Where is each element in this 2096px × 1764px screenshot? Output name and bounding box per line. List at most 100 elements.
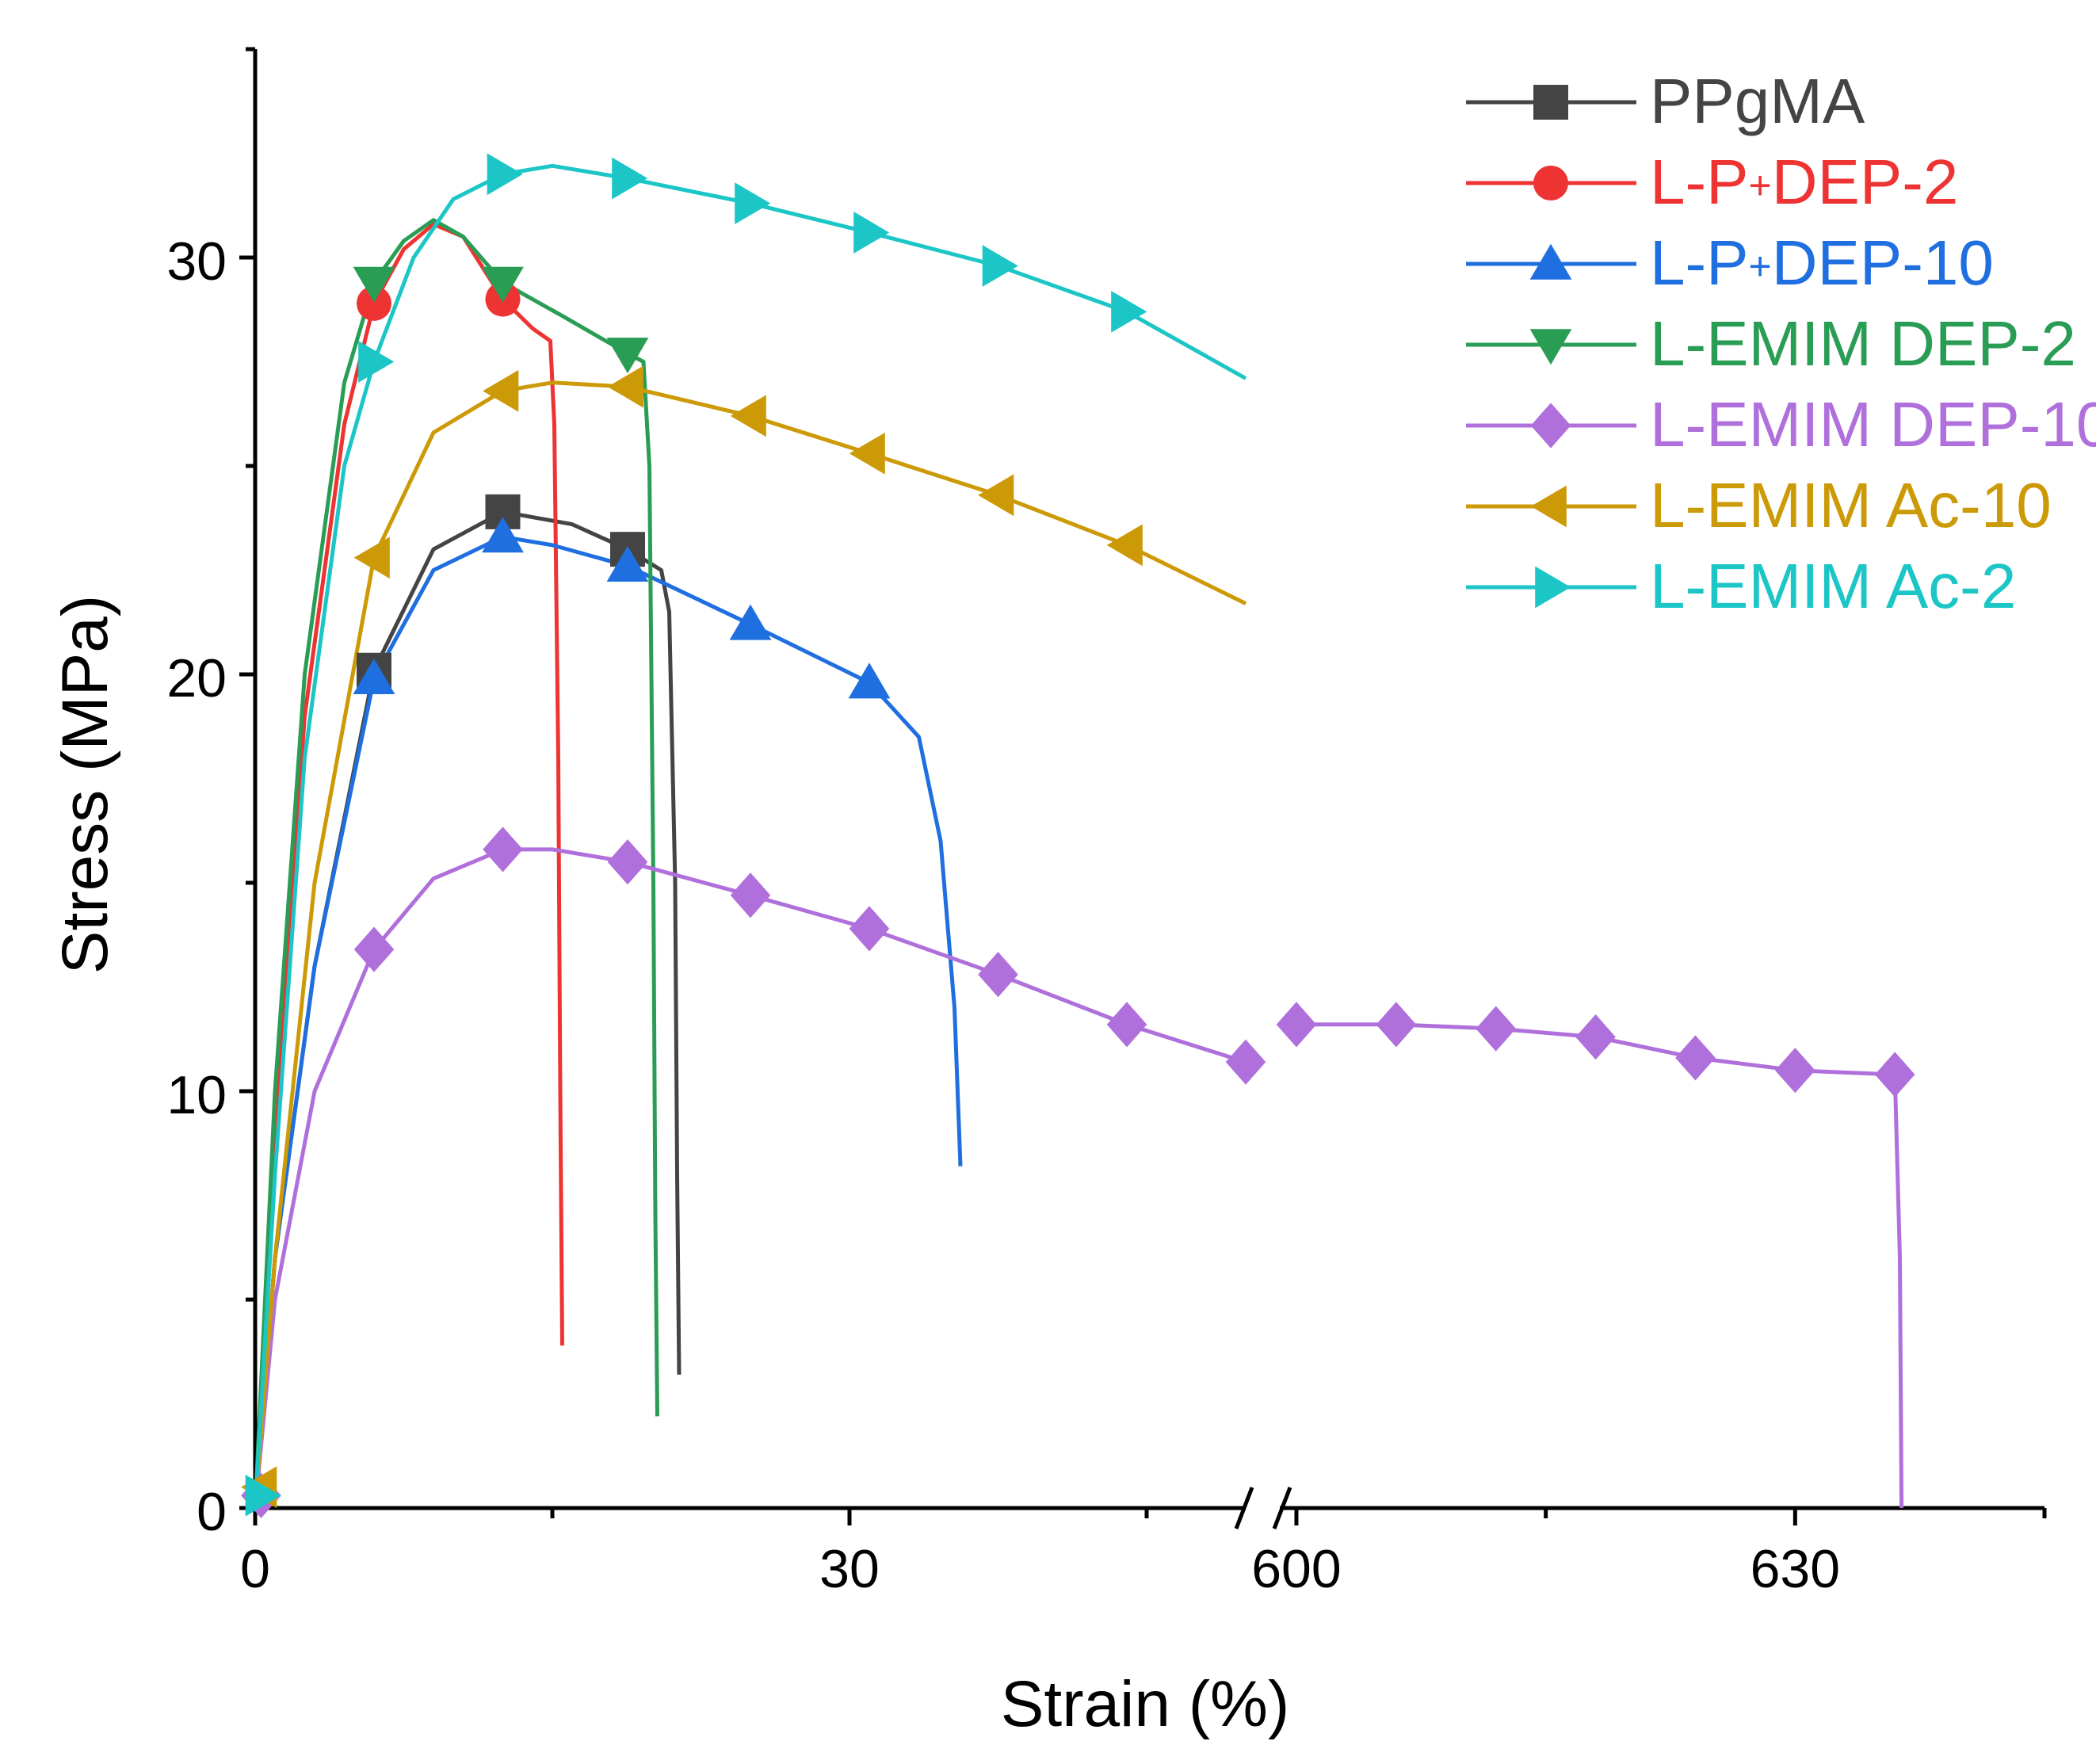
data-point-l-p-dep-10 <box>353 658 395 695</box>
data-point-l-emim-ac-2 <box>982 245 1018 287</box>
legend-label: L-EMIM Ac-2 <box>1650 547 2016 626</box>
x-tick-label: 600 <box>1251 1539 1341 1599</box>
legend-item: L-P+DEP-2 <box>1466 143 2084 223</box>
data-point-l-emim-ac-2 <box>853 212 890 254</box>
legend-label-tail: DEP-2 <box>1771 147 1959 217</box>
x-axis-label: Strain (%) <box>1001 1668 1290 1740</box>
data-point-l-p-dep-10 <box>482 517 524 553</box>
data-point-l-emim-ac-2 <box>1111 290 1147 333</box>
legend-item: PPgMA <box>1466 62 2084 143</box>
data-point-l-emim-dep-2 <box>606 338 649 374</box>
legend-label-sup: + <box>1748 244 1772 288</box>
data-point-l-emim-dep-10 <box>1675 1035 1716 1081</box>
series-line-l-emim-dep-10 <box>1296 1022 1904 1509</box>
data-point-l-emim-dep-2 <box>482 266 524 303</box>
data-point-l-emim-dep-10 <box>483 827 523 872</box>
legend-label: L-P+DEP-10 <box>1650 223 1994 303</box>
legend-label-main: L-P <box>1650 227 1749 298</box>
legend-marker <box>1530 485 1567 528</box>
data-point-l-emim-ac-2 <box>735 182 771 225</box>
legend-label-main: L-EMIM DEP-2 <box>1650 308 2076 379</box>
legend-label: L-EMIM Ac-10 <box>1650 466 2052 545</box>
data-point-l-emim-ac-2 <box>487 153 523 196</box>
data-point-l-emim-dep-10 <box>1775 1048 1815 1094</box>
legend-label-main: L-P <box>1650 147 1749 217</box>
legend-marker <box>1529 243 1572 280</box>
series-line-l-p-dep-2 <box>253 222 564 1509</box>
legend-item: L-EMIM Ac-10 <box>1466 466 2084 547</box>
legend-label-main: PPgMA <box>1650 66 1865 136</box>
legend-item: L-EMIM DEP-10 <box>1466 385 2096 466</box>
legend-marker <box>1533 85 1568 120</box>
series-line-l-p-dep-10 <box>253 534 963 1509</box>
legend-symbol <box>1466 85 1636 120</box>
data-point-l-emim-ac-10 <box>730 395 766 437</box>
legend-item: L-EMIM DEP-2 <box>1466 304 2084 385</box>
data-point-l-emim-ac-10 <box>978 474 1014 517</box>
data-point-l-emim-dep-10 <box>1276 1002 1317 1048</box>
legend-label: PPgMA <box>1650 62 1865 141</box>
series-line-l-emim-ac-2 <box>253 163 1247 1509</box>
legend-label-main: L-EMIM Ac-10 <box>1650 470 2052 540</box>
series-line-l-emim-dep-2 <box>253 218 659 1509</box>
legend: PPgMA L-P+DEP-2 L-P+DEP-10 L-EMIM DEP-2 L-EM… <box>1466 62 2096 628</box>
legend-marker <box>1535 566 1571 609</box>
legend-symbol <box>1466 566 1636 609</box>
y-axis-label: Stress (MPa) <box>49 595 121 974</box>
series-line-l-emim-ac-10 <box>253 380 1247 1509</box>
data-point-l-emim-dep-10 <box>1106 1002 1147 1048</box>
data-point-l-emim-ac-10 <box>849 432 885 475</box>
data-point-l-emim-dep-10 <box>1376 1002 1417 1048</box>
data-point-l-emim-dep-10 <box>1476 1006 1517 1052</box>
data-point-l-emim-dep-10 <box>730 872 771 918</box>
data-point-l-p-dep-10 <box>606 545 649 582</box>
legend-symbol <box>1466 485 1636 528</box>
data-point-l-emim-dep-10 <box>1575 1014 1616 1060</box>
legend-label-main: L-EMIM Ac-2 <box>1650 551 2017 621</box>
series-line-l-emim-dep-10 <box>253 847 1247 1509</box>
legend-symbol <box>1466 329 1636 365</box>
legend-symbol <box>1466 403 1636 449</box>
data-point-l-p-dep-10 <box>848 662 891 699</box>
x-tick-label: 0 <box>240 1539 270 1599</box>
data-point-l-emim-ac-2 <box>612 157 648 200</box>
x-tick-label: 630 <box>1750 1539 1840 1599</box>
legend-label-main: L-EMIM DEP-10 <box>1650 389 2096 460</box>
data-point-l-emim-dep-10 <box>978 952 1018 998</box>
x-tick-label: 30 <box>819 1539 880 1599</box>
legend-marker <box>1533 166 1568 200</box>
legend-symbol <box>1466 243 1636 280</box>
legend-item: L-EMIM Ac-2 <box>1466 547 2084 628</box>
y-tick-label: 30 <box>166 231 227 292</box>
legend-label: L-EMIM DEP-2 <box>1650 304 2076 384</box>
marker-layer <box>241 153 1915 1518</box>
data-point-l-p-dep-10 <box>729 604 772 640</box>
data-point-l-emim-ac-10 <box>1106 524 1143 567</box>
data-point-l-emim-ac-10 <box>353 536 390 579</box>
legend-marker <box>1530 403 1571 449</box>
axis-break-mark <box>1234 1487 1254 1529</box>
data-point-l-emim-ac-10 <box>607 365 643 408</box>
legend-label: L-P+DEP-2 <box>1650 143 1958 222</box>
data-point-l-emim-dep-10 <box>1874 1052 1915 1098</box>
legend-label-sup: + <box>1748 163 1772 208</box>
y-tick-label: 10 <box>166 1065 227 1125</box>
axes-layer: 0 10 20 30 0 30 600 630 <box>166 47 2047 1599</box>
legend-label-tail: DEP-10 <box>1771 227 1994 298</box>
data-point-l-emim-ac-10 <box>483 369 519 412</box>
legend-symbol <box>1466 166 1636 200</box>
data-point-l-emim-dep-10 <box>607 839 648 885</box>
y-tick-label: 20 <box>166 648 227 708</box>
data-point-l-emim-dep-2 <box>353 266 395 303</box>
y-tick-label: 0 <box>197 1482 227 1542</box>
axis-break-mark <box>1272 1487 1292 1529</box>
legend-item: L-P+DEP-10 <box>1466 223 2084 304</box>
data-point-l-emim-ac-2 <box>358 341 395 383</box>
legend-marker <box>1529 329 1572 365</box>
data-point-l-p-dep-2 <box>357 285 391 321</box>
data-point-l-emim-dep-10 <box>353 926 395 972</box>
data-point-l-emim-ac-2 <box>245 1474 281 1517</box>
data-point-l-emim-dep-10 <box>1225 1039 1266 1085</box>
data-point-l-emim-dep-10 <box>849 906 890 952</box>
